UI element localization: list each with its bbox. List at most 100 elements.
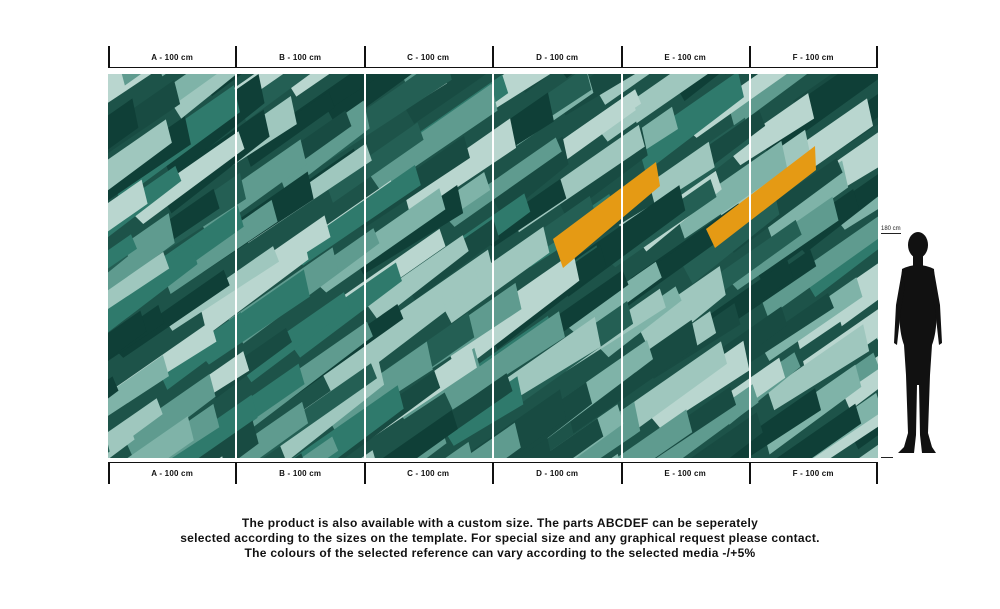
wallpaper-shard — [326, 122, 424, 203]
info-line-1: The product is also available with a cus… — [241, 516, 759, 530]
wallpaper-shard — [108, 444, 110, 453]
top-size-ruler: A - 100 cm B - 100 cm C - 100 cm D - 100… — [108, 46, 878, 68]
wallpaper-shard — [776, 403, 862, 458]
ruler-tick — [876, 462, 878, 484]
ruler-tick — [621, 46, 623, 68]
wallpaper-shard — [108, 119, 172, 191]
bottom-ruler-label-f: F - 100 cm — [792, 468, 834, 478]
wallpaper-shard — [127, 416, 194, 458]
wallpaper-shard — [244, 91, 335, 167]
wallpaper-shard — [565, 261, 662, 338]
wallpaper-shard — [692, 444, 717, 458]
panel-divider — [621, 74, 623, 458]
wallpaper-shard — [108, 355, 169, 416]
wallpaper-shard — [198, 420, 259, 458]
wallpaper-shard — [636, 74, 744, 173]
human-silhouette-icon — [894, 232, 942, 453]
ruler-tick — [108, 462, 110, 484]
wallpaper-shard — [859, 444, 878, 458]
product-info-text: The product is also available with a cus… — [0, 516, 1000, 561]
info-line-3: The colours of the selected reference ca… — [244, 546, 756, 560]
wallpaper-shard — [566, 319, 698, 434]
wallpaper-shard — [301, 436, 339, 458]
ruler-tick — [621, 462, 623, 484]
wallpaper-shard — [616, 409, 693, 458]
top-ruler-label-e: E - 100 cm — [664, 52, 706, 62]
ruler-tick — [749, 46, 751, 68]
wallpaper-shard — [108, 376, 119, 399]
wallpaper-shard — [127, 131, 245, 224]
bottom-ruler-label-d: D - 100 cm — [536, 468, 579, 478]
wallpaper-shard — [724, 74, 727, 75]
top-ruler-label-c: C - 100 cm — [407, 52, 450, 62]
ruler-tick — [235, 462, 237, 484]
wallpaper-shard — [108, 98, 139, 150]
wallpaper-shard — [718, 293, 834, 380]
wallpaper-shard — [199, 232, 309, 336]
top-ruler-label-d: D - 100 cm — [536, 52, 579, 62]
wallpaper-shard — [438, 226, 550, 324]
panel-divider — [749, 74, 751, 458]
wallpaper-shard — [403, 74, 487, 124]
wallpaper-shard — [443, 311, 565, 410]
wallpaper-shard — [158, 312, 247, 390]
wallpaper-shard — [443, 137, 562, 227]
panel-divider — [492, 74, 494, 458]
gold-accent-shard — [706, 146, 816, 248]
ruler-tick — [364, 462, 366, 484]
ruler-tick — [749, 462, 751, 484]
wallpaper-shard — [767, 324, 870, 411]
wallpaper-shard — [294, 453, 303, 458]
wallpaper-shard — [108, 213, 175, 293]
top-ruler-label-a: A - 100 cm — [151, 52, 194, 62]
wallpaper-shard — [365, 235, 469, 321]
wallpaper-shard — [122, 457, 124, 458]
wallpaper-shard — [636, 266, 726, 356]
wallpaper-shard — [293, 385, 404, 458]
height-label: 180 cm — [881, 226, 901, 234]
wallpaper-shard — [690, 412, 763, 458]
wallpaper-pattern — [108, 74, 878, 458]
wallpaper-shard — [319, 284, 446, 397]
wallpaper-shard — [760, 74, 878, 159]
wallpaper-shard — [108, 234, 137, 269]
wallpaper-shard — [563, 74, 573, 79]
gold-accent-shard — [553, 162, 660, 268]
top-ruler-label-b: B - 100 cm — [279, 52, 322, 62]
bottom-ruler-label-e: E - 100 cm — [664, 468, 706, 478]
wallpaper-shard — [611, 453, 619, 458]
wallpaper-shard — [108, 244, 198, 333]
wallpaper-shard — [382, 410, 458, 458]
wallpaper-shard — [445, 441, 473, 458]
wallpaper-shard — [760, 216, 878, 318]
ruler-tick — [492, 46, 494, 68]
wallpaper-shard — [596, 74, 687, 142]
bottom-ruler-label-a: A - 100 cm — [151, 468, 194, 478]
wallpaper-shard — [366, 83, 498, 191]
wallpaper-shard — [219, 456, 223, 458]
ruler-tick — [108, 46, 110, 68]
info-line-2: selected according to the sizes on the t… — [180, 531, 820, 545]
wallpaper-shard — [108, 310, 147, 360]
top-ruler-label-f: F - 100 cm — [792, 52, 834, 62]
bottom-size-ruler: A - 100 cm B - 100 cm C - 100 cm D - 100… — [108, 462, 878, 484]
ruler-tick — [492, 462, 494, 484]
panel-divider — [235, 74, 237, 458]
wallpaper-shard — [540, 418, 604, 458]
wallpaper-shard — [108, 179, 148, 232]
wallpaper-shard — [676, 140, 788, 239]
wallpaper-shard — [518, 437, 552, 458]
ruler-tick — [364, 46, 366, 68]
wallpaper-shard — [557, 74, 636, 116]
bottom-ruler-label-c: C - 100 cm — [407, 468, 450, 478]
wallpaper-shard — [163, 199, 278, 294]
bottom-ruler-label-b: B - 100 cm — [279, 468, 322, 478]
ruler-tick — [876, 46, 878, 68]
ruler-tick — [235, 46, 237, 68]
wallpaper-shard — [108, 74, 126, 99]
wallpaper-shard — [161, 74, 166, 77]
wallpaper-shard — [108, 251, 170, 310]
ground-line — [881, 457, 893, 458]
panel-divider — [364, 74, 366, 458]
wallpaper-shard — [122, 373, 216, 458]
